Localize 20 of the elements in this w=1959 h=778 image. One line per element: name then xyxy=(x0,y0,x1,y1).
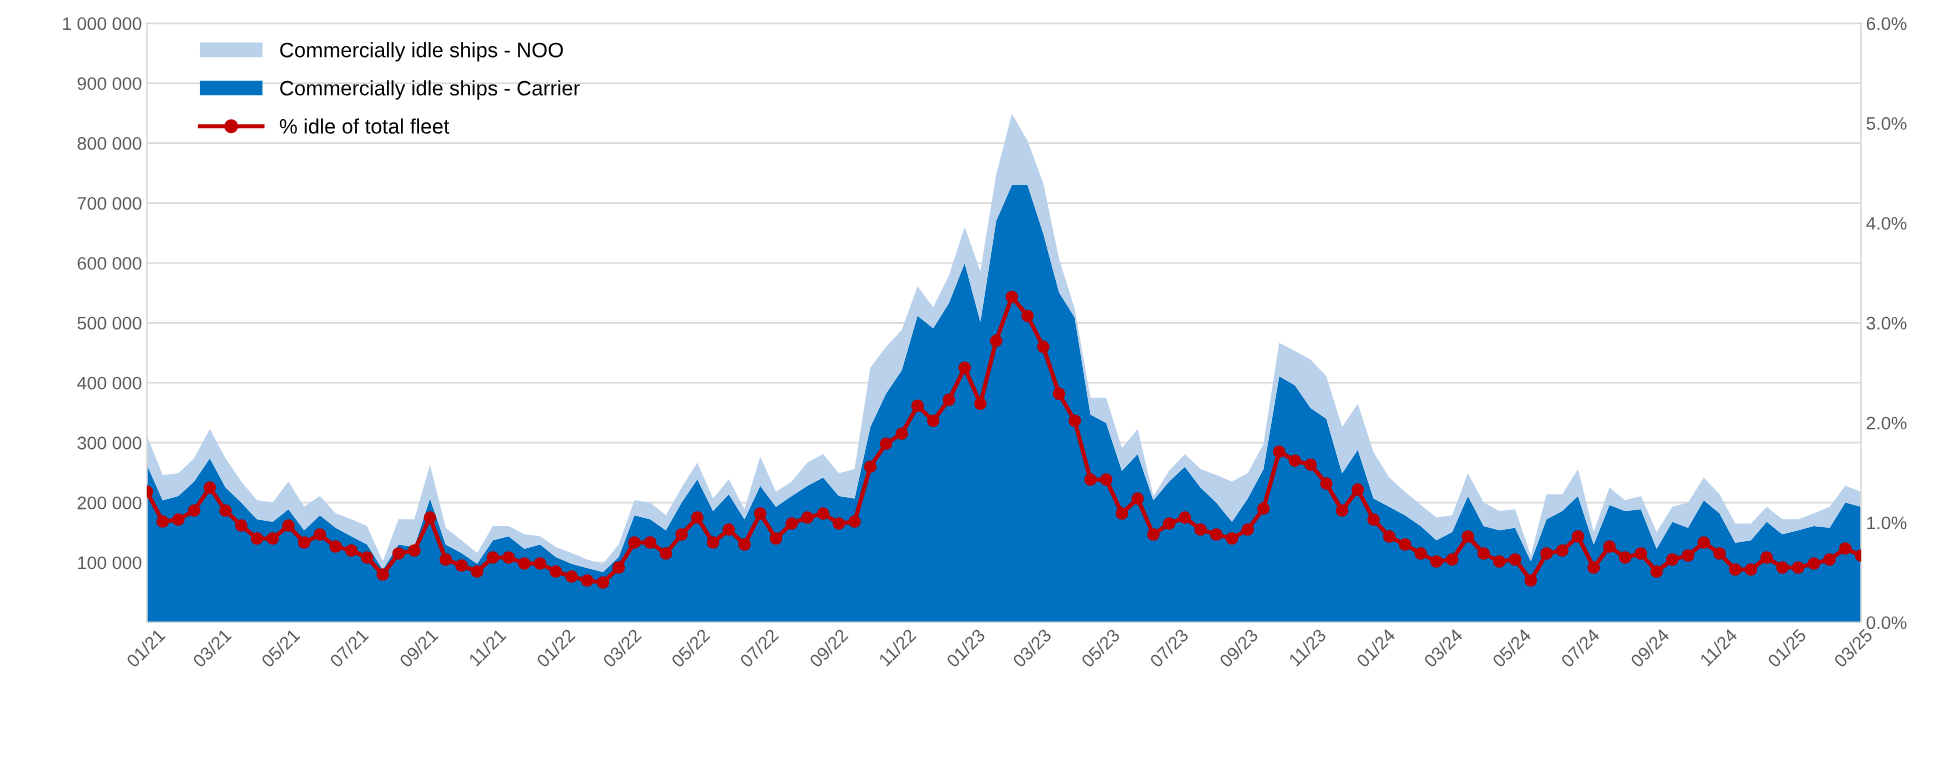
y2-tick-label: 6.0% xyxy=(1866,17,1907,31)
y-tick-label: 100 000 xyxy=(78,556,142,570)
y-tick-label: 300 000 xyxy=(77,436,142,450)
legend-label: Commercially idle ships - NOO xyxy=(280,42,563,62)
y-tick-label: 700 000 xyxy=(77,196,142,210)
legend-label: % idle of total fleet xyxy=(279,118,450,134)
y-tick-label: 500 000 xyxy=(77,316,142,330)
y2-tick-label: 5.0% xyxy=(1866,117,1907,130)
y2-tick-label: 3.0% xyxy=(1866,316,1907,330)
y-tick-label: 800 000 xyxy=(77,137,142,150)
y-tick-label: 600 000 xyxy=(77,256,142,270)
y-tick-label: 200 000 xyxy=(77,496,142,510)
y2-tick-label: 2.0% xyxy=(1866,416,1907,430)
y-tick-label: 400 000 xyxy=(77,376,142,390)
y2-tick-label: 4.0% xyxy=(1866,216,1907,230)
y2-tick-label: 1.0% xyxy=(1867,516,1907,530)
y-tick-label: 900 000 xyxy=(77,77,142,90)
y2-tick-label: 0.0% xyxy=(1866,616,1907,630)
y-tick-label: 1 000 000 xyxy=(63,17,142,31)
legend-label: Commercially idle ships - Carrier xyxy=(280,80,580,100)
